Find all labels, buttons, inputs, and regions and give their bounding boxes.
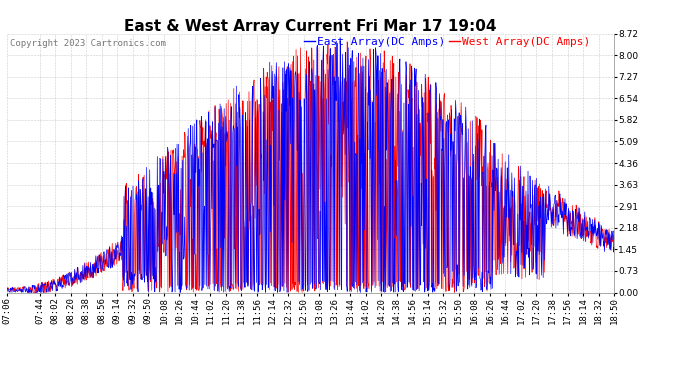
- East Array(DC Amps): [3, 288, 11, 293]
- East Array(DC Amps): [24, 290, 32, 295]
- West Array(DC Amps): [3, 289, 11, 293]
- East Array(DC Amps): [335, 121, 343, 125]
- East Array(DC Amps): [336, 39, 344, 43]
- East Array(DC Amps): [610, 245, 618, 250]
- West Array(DC Amps): [266, 280, 275, 285]
- Line: West Array(DC Amps): West Array(DC Amps): [7, 42, 614, 292]
- West Array(DC Amps): [343, 40, 351, 44]
- West Array(DC Amps): [610, 232, 618, 237]
- East Array(DC Amps): [322, 97, 331, 101]
- West Array(DC Amps): [322, 278, 331, 282]
- West Array(DC Amps): [106, 244, 114, 248]
- Line: East Array(DC Amps): East Array(DC Amps): [7, 41, 614, 292]
- West Array(DC Amps): [23, 290, 32, 295]
- East Array(DC Amps): [83, 271, 92, 275]
- West Array(DC Amps): [335, 284, 343, 289]
- West Array(DC Amps): [208, 138, 216, 142]
- West Array(DC Amps): [83, 276, 92, 280]
- Title: East & West Array Current Fri Mar 17 19:04: East & West Array Current Fri Mar 17 19:…: [124, 19, 497, 34]
- Text: Copyright 2023 Cartronics.com: Copyright 2023 Cartronics.com: [10, 39, 166, 48]
- Legend: East Array(DC Amps), West Array(DC Amps): East Array(DC Amps), West Array(DC Amps): [304, 37, 591, 47]
- East Array(DC Amps): [106, 245, 114, 250]
- East Array(DC Amps): [266, 143, 275, 148]
- East Array(DC Amps): [208, 207, 216, 211]
